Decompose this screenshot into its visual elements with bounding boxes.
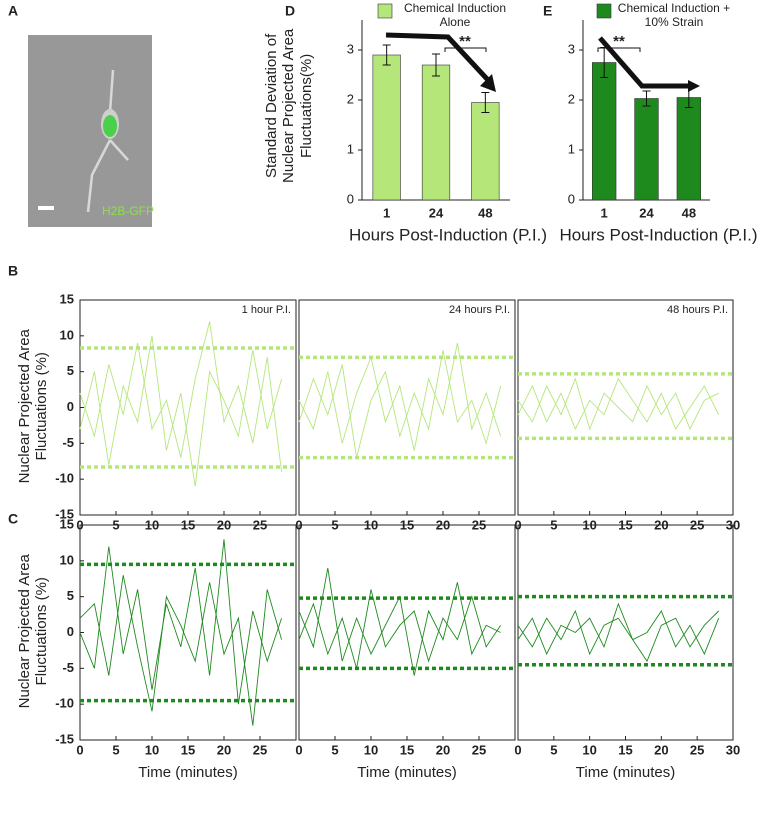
trace bbox=[517, 609, 720, 656]
significance: ** bbox=[459, 33, 471, 50]
y-tick-label: 15 bbox=[60, 291, 74, 306]
y-tick-label: -5 bbox=[62, 435, 74, 450]
panel-label: C bbox=[8, 511, 18, 527]
legend-swatch bbox=[377, 3, 393, 19]
x-tick-label: 15 bbox=[618, 742, 632, 757]
trace bbox=[298, 567, 501, 676]
y-tick-label: 3 bbox=[568, 41, 575, 56]
x-axis-title: Time (minutes) bbox=[357, 764, 456, 781]
bar bbox=[372, 54, 401, 201]
plot-frame bbox=[79, 524, 297, 741]
y-tick-label: 0 bbox=[568, 191, 575, 206]
legend-swatch bbox=[596, 3, 612, 19]
x-tick-label: 1 bbox=[601, 205, 608, 220]
trace bbox=[517, 377, 720, 431]
x-tick-label: 20 bbox=[654, 742, 668, 757]
y-tick-label: 0 bbox=[67, 399, 74, 414]
y-tick-label: 0 bbox=[347, 191, 354, 206]
panel-label: A bbox=[8, 3, 18, 19]
bar bbox=[421, 64, 451, 201]
y-tick-label: 10 bbox=[60, 552, 74, 567]
trace bbox=[79, 539, 283, 705]
x-tick-label: 25 bbox=[253, 742, 267, 757]
bar bbox=[676, 97, 701, 201]
image-caption: H2B-GFP bbox=[102, 204, 154, 218]
panel-annotation: 1 hour P.I. bbox=[242, 304, 291, 316]
trace bbox=[298, 350, 502, 458]
y-tick-label: -10 bbox=[55, 471, 74, 486]
x-tick-label: 25 bbox=[472, 742, 486, 757]
x-tick-label: 25 bbox=[690, 742, 704, 757]
x-tick-label: 1 bbox=[383, 205, 390, 220]
trace bbox=[517, 602, 719, 663]
y-tick-label: 1 bbox=[568, 141, 575, 156]
y-axis-title: Nuclear Projected Area Fluctuations (%) bbox=[15, 329, 50, 484]
bar bbox=[634, 98, 659, 201]
y-tick-label: 0 bbox=[67, 624, 74, 639]
y-axis-title: Nuclear Projected Area Fluctuations (%) bbox=[15, 554, 50, 709]
trend-arrows bbox=[385, 32, 700, 92]
x-tick-label: 24 bbox=[639, 205, 654, 220]
y-tick-label: -15 bbox=[55, 731, 74, 746]
plot-frame bbox=[517, 524, 734, 741]
y-tick-label: 5 bbox=[67, 588, 74, 603]
x-tick-label: 20 bbox=[217, 742, 231, 757]
x-tick-label: 48 bbox=[478, 205, 492, 220]
legend-label: Chemical Induction + 10% Strain bbox=[617, 1, 731, 29]
x-tick-label: 5 bbox=[112, 742, 119, 757]
y-tick-label: 15 bbox=[60, 516, 74, 531]
x-axis-title: Time (minutes) bbox=[576, 764, 675, 781]
x-axis-title: Hours Post-Induction (P.I.) bbox=[349, 225, 547, 244]
y-tick-label: 10 bbox=[60, 327, 74, 342]
trace bbox=[298, 342, 502, 451]
bar bbox=[471, 102, 500, 201]
panel-annotation: 24 hours P.I. bbox=[449, 304, 510, 316]
x-tick-label: 0 bbox=[295, 742, 302, 757]
trace bbox=[79, 335, 283, 487]
panel-annotation: 48 hours P.I. bbox=[667, 304, 728, 316]
x-tick-label: 5 bbox=[331, 742, 338, 757]
bar bbox=[592, 62, 617, 201]
y-tick-label: -10 bbox=[55, 696, 74, 711]
x-tick-label: 15 bbox=[400, 742, 414, 757]
x-tick-label: 48 bbox=[682, 205, 696, 220]
y-tick-label: 5 bbox=[67, 363, 74, 378]
y-tick-label: 1 bbox=[347, 141, 354, 156]
x-tick-label: 24 bbox=[429, 205, 444, 220]
x-tick-label: 10 bbox=[582, 742, 596, 757]
x-tick-label: 10 bbox=[364, 742, 378, 757]
x-tick-label: 20 bbox=[436, 742, 450, 757]
y-axis-title: Standard Deviation of Nuclear Projected … bbox=[263, 28, 315, 183]
x-tick-label: 15 bbox=[181, 742, 195, 757]
y-tick-label: 3 bbox=[347, 41, 354, 56]
y-tick-label: -15 bbox=[55, 506, 74, 521]
significance: ** bbox=[613, 33, 625, 50]
x-tick-label: 5 bbox=[550, 742, 557, 757]
x-tick-label: 0 bbox=[514, 742, 521, 757]
x-tick-label: 10 bbox=[145, 742, 159, 757]
y-tick-label: -5 bbox=[62, 660, 74, 675]
trace bbox=[517, 377, 719, 431]
legend-label: Chemical Induction Alone bbox=[403, 1, 507, 29]
plot-frame bbox=[298, 299, 516, 516]
trace bbox=[79, 575, 283, 726]
x-tick-label: 30 bbox=[726, 742, 740, 757]
x-axis-title: Hours Post-Induction (P.I.) bbox=[559, 225, 757, 244]
x-tick-label: 0 bbox=[76, 742, 83, 757]
panel-label: E bbox=[543, 3, 552, 19]
y-tick-label: 2 bbox=[347, 91, 354, 106]
trace bbox=[79, 321, 283, 473]
x-axis-title: Time (minutes) bbox=[138, 764, 237, 781]
y-tick-label: 2 bbox=[568, 91, 575, 106]
panel-label: B bbox=[8, 263, 18, 279]
micrograph: H2B-GFP bbox=[28, 35, 154, 227]
panel-label: D bbox=[285, 3, 295, 19]
trace bbox=[298, 589, 501, 669]
